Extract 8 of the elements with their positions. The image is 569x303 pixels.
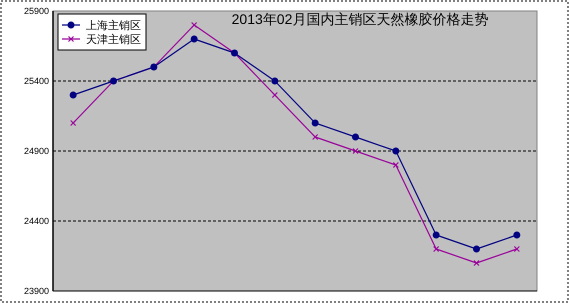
y-tick-label: 25400 [24,76,49,86]
y-tick-label: 23900 [24,286,49,296]
y-tick-label: 25900 [24,6,49,16]
legend-label: 天津主销区 [86,33,141,46]
y-tick-label: 24400 [24,216,49,226]
chart-title: 2013年02月国内主销区天然橡胶价格走势 [232,11,488,27]
legend-label: 上海主销区 [86,19,141,32]
y-tick-label: 24900 [24,146,49,156]
